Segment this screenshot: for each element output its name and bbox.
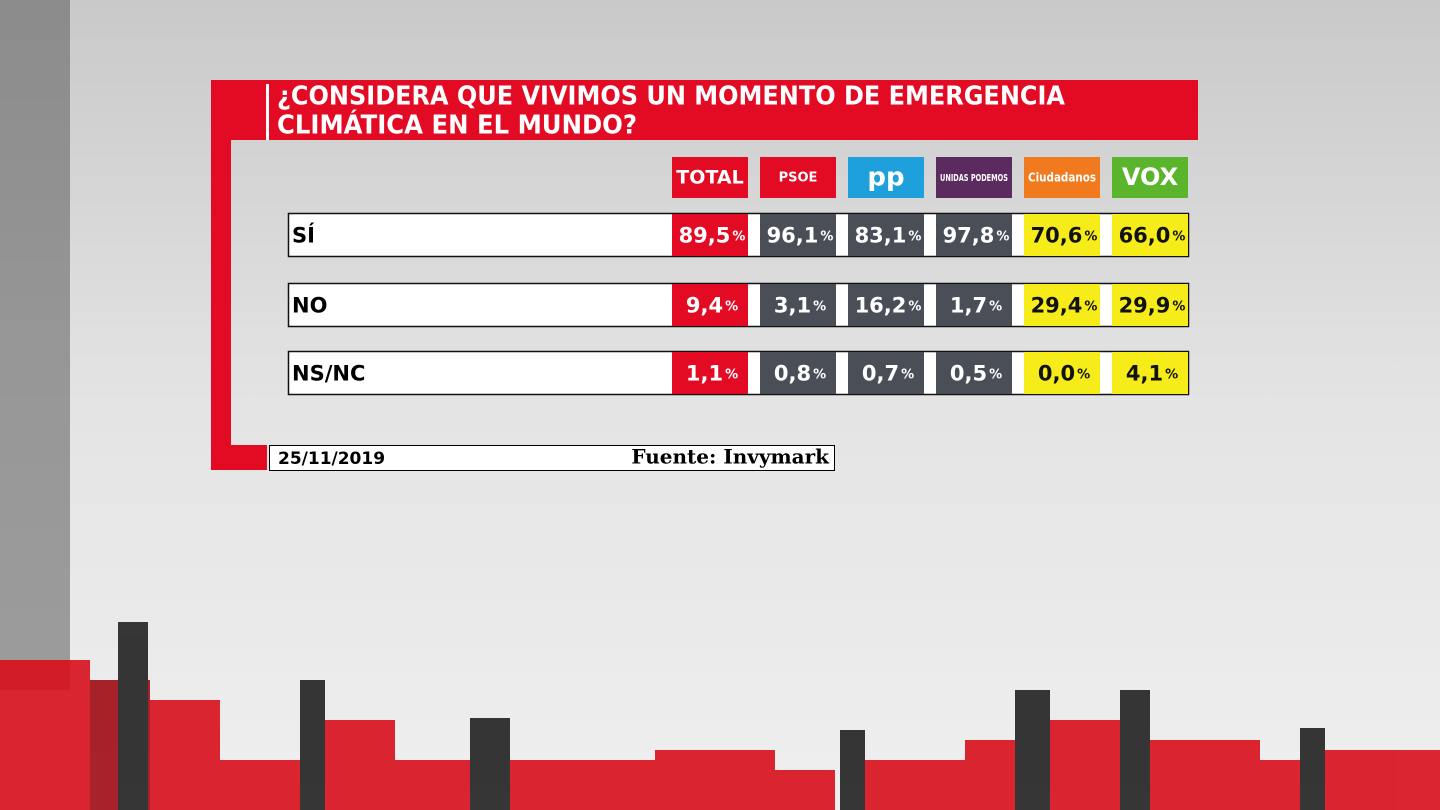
- side-bar: [211, 140, 231, 470]
- cell: [760, 214, 836, 256]
- value: 3,1: [774, 294, 811, 318]
- cell: [672, 214, 748, 256]
- unit: %: [1172, 299, 1185, 314]
- unit: %: [1172, 229, 1185, 244]
- value: 0,0: [1038, 362, 1075, 386]
- value: 16,2: [855, 294, 907, 318]
- date: 25/11/2019: [278, 449, 385, 469]
- cell: [936, 214, 1012, 256]
- unit: %: [1084, 229, 1097, 244]
- column-header: TOTAL: [676, 167, 743, 189]
- cell-value: 0,8%: [774, 362, 826, 386]
- unit: %: [725, 367, 738, 382]
- cell-value: 97,8%: [943, 224, 1010, 248]
- cell-value: 83,1%: [855, 224, 922, 248]
- cell: [1024, 284, 1100, 326]
- column-header: VOX: [1122, 163, 1179, 191]
- title-line: ¿CONSIDERA QUE VIVIMOS UN MOMENTO DE EME…: [277, 82, 1065, 112]
- value: 9,4: [686, 294, 723, 318]
- unit: %: [1165, 367, 1178, 382]
- cell: [1112, 214, 1188, 256]
- value: 0,8: [774, 362, 811, 386]
- skyline: [0, 622, 1440, 810]
- unit: %: [1077, 367, 1090, 382]
- cell-value: 29,4%: [1031, 294, 1098, 318]
- value: 66,0: [1119, 224, 1171, 248]
- party-logo: [760, 157, 836, 198]
- title-bar: [211, 80, 1198, 140]
- cell-value: 70,6%: [1031, 224, 1098, 248]
- cell-value: 16,2%: [855, 294, 922, 318]
- cell: [848, 214, 924, 256]
- unit: %: [820, 229, 833, 244]
- unit: %: [1084, 299, 1097, 314]
- title-line: CLIMÁTICA EN EL MUNDO?: [277, 109, 637, 141]
- cell: [1024, 214, 1100, 256]
- cell-value: 4,1%: [1126, 362, 1178, 386]
- value: 1,1: [686, 362, 723, 386]
- cell: [760, 352, 836, 394]
- cell: [936, 284, 1012, 326]
- row-label: SÍ: [292, 223, 315, 248]
- cell-value: 89,5%: [679, 224, 746, 248]
- cell: [1024, 352, 1100, 394]
- row-label: NO: [292, 294, 327, 318]
- party-logo: [1024, 157, 1100, 198]
- tower: [0, 0, 70, 690]
- value: 97,8: [943, 224, 995, 248]
- cell: [672, 352, 748, 394]
- unit: %: [908, 229, 921, 244]
- unit: %: [908, 299, 921, 314]
- cell: [760, 284, 836, 326]
- value: 70,6: [1031, 224, 1083, 248]
- cell: [1112, 352, 1188, 394]
- cell-value: 1,7%: [950, 294, 1002, 318]
- cell-value: 9,4%: [686, 294, 738, 318]
- value: 29,9: [1119, 294, 1171, 318]
- cell: [936, 352, 1012, 394]
- value: 29,4: [1031, 294, 1083, 318]
- column-header: UNIDAS PODEMOS: [940, 173, 1008, 184]
- value: 4,1: [1126, 362, 1163, 386]
- cell-value: 1,1%: [686, 362, 738, 386]
- cell-value: 96,1%: [767, 224, 834, 248]
- unit: %: [732, 229, 745, 244]
- column-header: PSOE: [779, 171, 818, 186]
- cell-value: 0,5%: [950, 362, 1002, 386]
- cell-value: 29,9%: [1119, 294, 1186, 318]
- cell: [848, 284, 924, 326]
- party-logo: [1112, 157, 1188, 198]
- cell: [1112, 284, 1188, 326]
- row-label: NS/NC: [292, 362, 365, 386]
- value: 0,7: [862, 362, 899, 386]
- cell-value: 0,7%: [862, 362, 914, 386]
- unit: %: [725, 299, 738, 314]
- cell: [672, 284, 748, 326]
- value: 83,1: [855, 224, 907, 248]
- column-header: Ciudadanos: [1028, 171, 1096, 185]
- party-logo: [936, 157, 1012, 198]
- divider: [266, 84, 269, 140]
- footer-box: [269, 445, 835, 471]
- value: 89,5: [679, 224, 731, 248]
- cell-value: 3,1%: [774, 294, 826, 318]
- party-logo: [848, 157, 924, 198]
- unit: %: [989, 299, 1002, 314]
- unit: %: [813, 299, 826, 314]
- cell: [848, 352, 924, 394]
- unit: %: [996, 229, 1009, 244]
- value: 1,7: [950, 294, 987, 318]
- cell-value: 0,0%: [1038, 362, 1090, 386]
- foot-bar: [211, 445, 267, 470]
- value: 0,5: [950, 362, 987, 386]
- column-header: pp: [867, 163, 904, 193]
- source: Fuente: Invymark: [631, 445, 830, 469]
- cell-value: 66,0%: [1119, 224, 1186, 248]
- unit: %: [989, 367, 1002, 382]
- unit: %: [901, 367, 914, 382]
- value: 96,1: [767, 224, 819, 248]
- unit: %: [813, 367, 826, 382]
- party-logo: [672, 157, 748, 198]
